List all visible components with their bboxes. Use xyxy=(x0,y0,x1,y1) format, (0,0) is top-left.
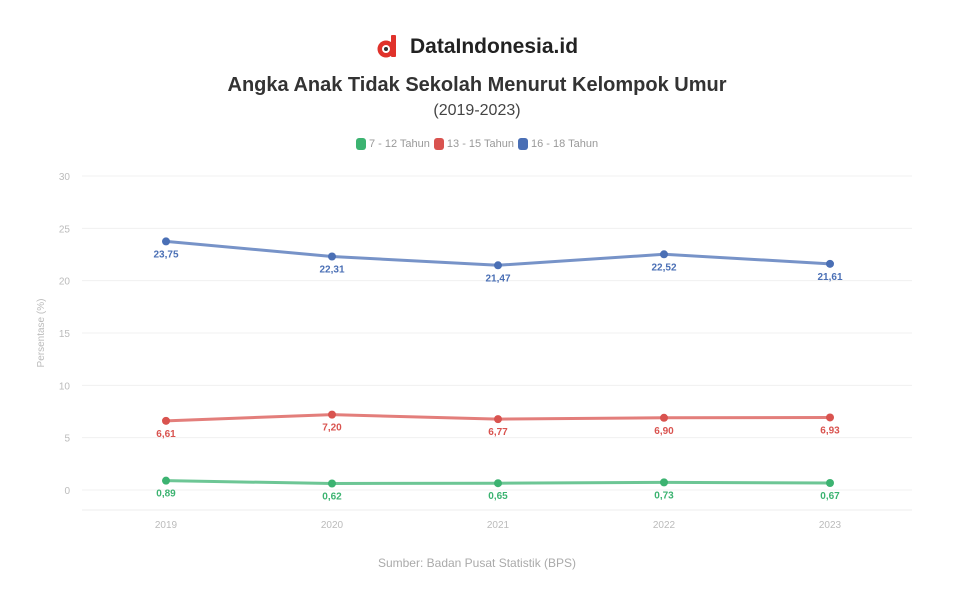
x-tick-label: 2023 xyxy=(819,520,842,531)
chart-title: Angka Anak Tidak Sekolah Menurut Kelompo… xyxy=(227,74,727,96)
chart-source: Sumber: Badan Pusat Statistik (BPS) xyxy=(377,556,577,570)
brand-name: DataIndonesia.id xyxy=(409,35,579,58)
y-tick-label: 5 xyxy=(64,434,70,445)
x-tick-label: 2020 xyxy=(321,520,344,531)
legend-item[interactable]: 13 - 15 Tahun xyxy=(433,138,514,150)
data-point xyxy=(328,252,336,261)
data-label: 0,67 xyxy=(820,491,840,502)
legend-label: 16 - 18 Tahun xyxy=(530,138,599,150)
legend-swatch xyxy=(517,138,528,150)
brand-header: DataIndonesia.id xyxy=(0,34,954,60)
legend-item[interactable]: 16 - 18 Tahun xyxy=(517,138,599,150)
chart-subtitle: (2019-2023) xyxy=(433,102,521,119)
y-tick-label: 0 xyxy=(64,486,70,497)
data-point xyxy=(162,237,170,246)
data-label: 6,61 xyxy=(156,429,176,440)
x-tick-label: 2019 xyxy=(155,520,178,531)
data-point xyxy=(660,250,668,259)
data-point xyxy=(162,416,170,425)
chart-legend: 7 - 12 Tahun 13 - 15 Tahun 16 - 18 Tahun xyxy=(0,138,954,150)
legend-swatch xyxy=(355,138,366,150)
data-point xyxy=(328,410,336,419)
y-tick-label: 20 xyxy=(59,277,71,288)
x-tick-label: 2022 xyxy=(653,520,676,531)
data-point xyxy=(660,478,668,487)
data-label: 23,75 xyxy=(153,249,178,260)
data-label: 0,89 xyxy=(156,489,176,500)
data-point xyxy=(826,259,834,268)
data-label: 0,73 xyxy=(654,490,674,501)
data-point xyxy=(328,479,336,488)
data-point xyxy=(162,476,170,485)
legend-label: 13 - 15 Tahun xyxy=(446,138,514,150)
y-axis-label: Persentase (%) xyxy=(36,299,47,368)
data-label: 7,20 xyxy=(322,423,342,434)
data-point xyxy=(494,479,502,488)
y-tick-label: 30 xyxy=(59,172,71,183)
data-point xyxy=(660,413,668,422)
x-tick-label: 2021 xyxy=(487,520,510,531)
data-point xyxy=(494,415,502,424)
data-label: 6,90 xyxy=(654,426,674,437)
y-tick-label: 25 xyxy=(59,224,71,235)
data-label: 21,61 xyxy=(817,272,842,283)
legend-item[interactable]: 7 - 12 Tahun xyxy=(355,138,430,150)
data-label: 6,93 xyxy=(820,425,840,436)
y-tick-label: 10 xyxy=(59,381,71,392)
legend-label: 7 - 12 Tahun xyxy=(368,138,430,150)
data-label: 22,52 xyxy=(651,262,676,273)
data-label: 22,31 xyxy=(319,264,344,275)
data-point xyxy=(826,478,834,487)
data-point xyxy=(826,413,834,422)
data-label: 21,47 xyxy=(485,273,510,284)
data-label: 0,65 xyxy=(488,491,508,502)
data-point xyxy=(494,261,502,270)
data-label: 0,62 xyxy=(322,492,342,503)
legend-swatch xyxy=(433,138,444,150)
y-tick-label: 15 xyxy=(59,329,71,340)
dataindonesia-logo-icon xyxy=(377,35,396,58)
data-label: 6,77 xyxy=(488,427,508,438)
